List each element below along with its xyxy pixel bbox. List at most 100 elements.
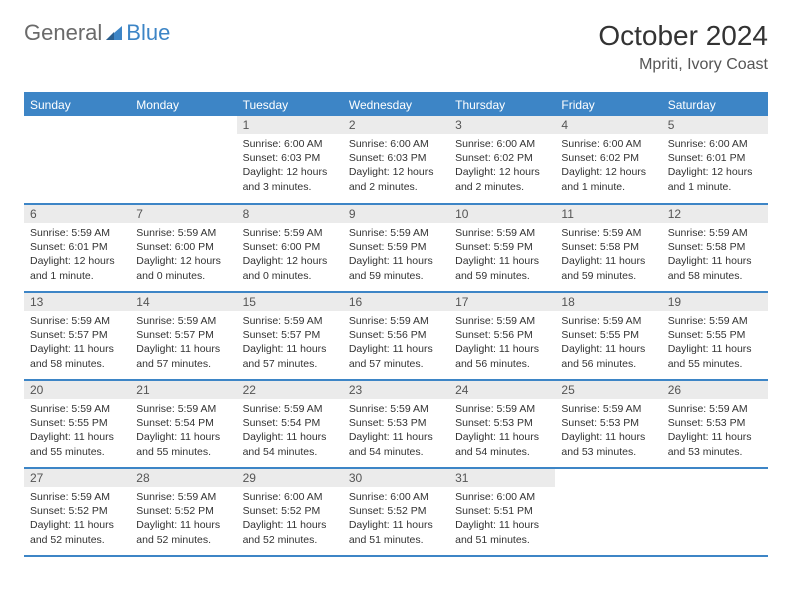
day-body: Sunrise: 5:59 AMSunset: 5:53 PMDaylight:… bbox=[449, 399, 555, 465]
day-body: Sunrise: 6:00 AMSunset: 5:52 PMDaylight:… bbox=[237, 487, 343, 553]
sunset-text: Sunset: 6:02 PM bbox=[561, 151, 655, 165]
day-number: 27 bbox=[24, 469, 130, 487]
daylight-text: Daylight: 12 hours and 1 minute. bbox=[30, 254, 124, 282]
day-body: Sunrise: 6:00 AMSunset: 5:52 PMDaylight:… bbox=[343, 487, 449, 553]
daylight-text: Daylight: 12 hours and 3 minutes. bbox=[243, 165, 337, 193]
day-number: 8 bbox=[237, 205, 343, 223]
sunset-text: Sunset: 5:55 PM bbox=[30, 416, 124, 430]
daylight-text: Daylight: 12 hours and 2 minutes. bbox=[455, 165, 549, 193]
sunrise-text: Sunrise: 5:59 AM bbox=[561, 402, 655, 416]
day-number: 20 bbox=[24, 381, 130, 399]
sunset-text: Sunset: 5:59 PM bbox=[349, 240, 443, 254]
day-number: 7 bbox=[130, 205, 236, 223]
sunrise-text: Sunrise: 6:00 AM bbox=[243, 490, 337, 504]
sunset-text: Sunset: 5:52 PM bbox=[136, 504, 230, 518]
day-cell: 11Sunrise: 5:59 AMSunset: 5:58 PMDayligh… bbox=[555, 204, 661, 292]
day-cell: 26Sunrise: 5:59 AMSunset: 5:53 PMDayligh… bbox=[662, 380, 768, 468]
daylight-text: Daylight: 12 hours and 0 minutes. bbox=[243, 254, 337, 282]
daylight-text: Daylight: 11 hours and 57 minutes. bbox=[136, 342, 230, 370]
daylight-text: Daylight: 11 hours and 56 minutes. bbox=[561, 342, 655, 370]
daylight-text: Daylight: 11 hours and 58 minutes. bbox=[30, 342, 124, 370]
daylight-text: Daylight: 11 hours and 53 minutes. bbox=[668, 430, 762, 458]
sunrise-text: Sunrise: 6:00 AM bbox=[349, 490, 443, 504]
daylight-text: Daylight: 11 hours and 55 minutes. bbox=[30, 430, 124, 458]
day-cell: 18 Sunrise: 5:59 AMSunset: 5:55 PMDayligh… bbox=[555, 292, 661, 380]
dayhead-sun: Sunday bbox=[24, 93, 130, 116]
day-body: Sunrise: 5:59 AMSunset: 5:56 PMDaylight:… bbox=[449, 311, 555, 377]
sunrise-text: Sunrise: 5:59 AM bbox=[243, 226, 337, 240]
daylight-text: Daylight: 11 hours and 57 minutes. bbox=[243, 342, 337, 370]
day-number: 5 bbox=[662, 116, 768, 134]
daylight-text: Daylight: 11 hours and 56 minutes. bbox=[455, 342, 549, 370]
day-body: Sunrise: 6:00 AMSunset: 5:51 PMDaylight:… bbox=[449, 487, 555, 553]
daylight-text: Daylight: 11 hours and 52 minutes. bbox=[243, 518, 337, 546]
day-body: Sunrise: 5:59 AMSunset: 5:52 PMDaylight:… bbox=[24, 487, 130, 553]
day-body: Sunrise: 5:59 AMSunset: 5:56 PMDaylight:… bbox=[343, 311, 449, 377]
daylight-text: Daylight: 11 hours and 55 minutes. bbox=[136, 430, 230, 458]
day-body: Sunrise: 6:00 AMSunset: 6:03 PMDaylight:… bbox=[237, 134, 343, 200]
day-cell: 27Sunrise: 5:59 AMSunset: 5:52 PMDayligh… bbox=[24, 468, 130, 556]
day-number: 23 bbox=[343, 381, 449, 399]
sunrise-text: Sunrise: 6:00 AM bbox=[561, 137, 655, 151]
sunset-text: Sunset: 5:54 PM bbox=[243, 416, 337, 430]
day-number: 19 bbox=[662, 293, 768, 311]
sunset-text: Sunset: 5:53 PM bbox=[349, 416, 443, 430]
day-body: Sunrise: 5:59 AMSunset: 5:54 PMDaylight:… bbox=[130, 399, 236, 465]
day-cell: 1Sunrise: 6:00 AMSunset: 6:03 PMDaylight… bbox=[237, 116, 343, 204]
daylight-text: Daylight: 12 hours and 2 minutes. bbox=[349, 165, 443, 193]
sunset-text: Sunset: 6:01 PM bbox=[668, 151, 762, 165]
daylight-text: Daylight: 11 hours and 59 minutes. bbox=[455, 254, 549, 282]
sunrise-text: Sunrise: 5:59 AM bbox=[561, 314, 655, 328]
month-title: October 2024 bbox=[598, 20, 768, 52]
day-body: Sunrise: 5:59 AMSunset: 6:01 PMDaylight:… bbox=[24, 223, 130, 289]
sunrise-text: Sunrise: 5:59 AM bbox=[30, 314, 124, 328]
sunset-text: Sunset: 5:55 PM bbox=[561, 328, 655, 342]
day-cell: 19Sunrise: 5:59 AMSunset: 5:55 PMDayligh… bbox=[662, 292, 768, 380]
day-body: Sunrise: 5:59 AMSunset: 5:57 PMDaylight:… bbox=[237, 311, 343, 377]
daylight-text: Daylight: 11 hours and 59 minutes. bbox=[349, 254, 443, 282]
daylight-text: Daylight: 11 hours and 54 minutes. bbox=[349, 430, 443, 458]
location: Mpriti, Ivory Coast bbox=[598, 56, 768, 74]
sunset-text: Sunset: 5:56 PM bbox=[349, 328, 443, 342]
day-body: Sunrise: 5:59 AMSunset: 5:54 PMDaylight:… bbox=[237, 399, 343, 465]
day-cell: 3Sunrise: 6:00 AMSunset: 6:02 PMDaylight… bbox=[449, 116, 555, 204]
dayhead-tue: Tuesday bbox=[237, 93, 343, 116]
logo: General Blue bbox=[24, 20, 170, 46]
day-body: Sunrise: 6:00 AMSunset: 6:02 PMDaylight:… bbox=[555, 134, 661, 200]
day-body: Sunrise: 5:59 AMSunset: 5:59 PMDaylight:… bbox=[343, 223, 449, 289]
sunset-text: Sunset: 5:54 PM bbox=[136, 416, 230, 430]
day-cell: 31Sunrise: 6:00 AMSunset: 5:51 PMDayligh… bbox=[449, 468, 555, 556]
day-cell: 25Sunrise: 5:59 AMSunset: 5:53 PMDayligh… bbox=[555, 380, 661, 468]
title-block: October 2024 Mpriti, Ivory Coast bbox=[598, 20, 768, 74]
day-cell: 28Sunrise: 5:59 AMSunset: 5:52 PMDayligh… bbox=[130, 468, 236, 556]
week-row: 1Sunrise: 6:00 AMSunset: 6:03 PMDaylight… bbox=[24, 116, 768, 204]
daylight-text: Daylight: 11 hours and 51 minutes. bbox=[455, 518, 549, 546]
day-body: Sunrise: 6:00 AMSunset: 6:02 PMDaylight:… bbox=[449, 134, 555, 200]
day-cell: 29Sunrise: 6:00 AMSunset: 5:52 PMDayligh… bbox=[237, 468, 343, 556]
day-number: 4 bbox=[555, 116, 661, 134]
day-number: 25 bbox=[555, 381, 661, 399]
day-number: 18 bbox=[555, 293, 661, 311]
day-number: 22 bbox=[237, 381, 343, 399]
day-number: 16 bbox=[343, 293, 449, 311]
day-body: Sunrise: 5:59 AMSunset: 5:53 PMDaylight:… bbox=[343, 399, 449, 465]
day-number: 2 bbox=[343, 116, 449, 134]
daylight-text: Daylight: 11 hours and 52 minutes. bbox=[136, 518, 230, 546]
day-number: 14 bbox=[130, 293, 236, 311]
daylight-text: Daylight: 11 hours and 57 minutes. bbox=[349, 342, 443, 370]
day-number: 30 bbox=[343, 469, 449, 487]
day-cell bbox=[130, 116, 236, 204]
sunset-text: Sunset: 5:53 PM bbox=[668, 416, 762, 430]
sunrise-text: Sunrise: 5:59 AM bbox=[349, 226, 443, 240]
sunset-text: Sunset: 5:57 PM bbox=[30, 328, 124, 342]
sunrise-text: Sunrise: 5:59 AM bbox=[30, 402, 124, 416]
day-number: 29 bbox=[237, 469, 343, 487]
day-body: Sunrise: 5:59 AMSunset: 5:55 PMDaylight:… bbox=[662, 311, 768, 377]
header: General Blue October 2024 Mpriti, Ivory … bbox=[24, 20, 768, 74]
day-cell: 24Sunrise: 5:59 AMSunset: 5:53 PMDayligh… bbox=[449, 380, 555, 468]
calendar-table: Sunday Monday Tuesday Wednesday Thursday… bbox=[24, 92, 768, 557]
dayhead-sat: Saturday bbox=[662, 93, 768, 116]
day-number: 17 bbox=[449, 293, 555, 311]
day-body: Sunrise: 5:59 AMSunset: 5:52 PMDaylight:… bbox=[130, 487, 236, 553]
day-body: Sunrise: 6:00 AMSunset: 6:03 PMDaylight:… bbox=[343, 134, 449, 200]
